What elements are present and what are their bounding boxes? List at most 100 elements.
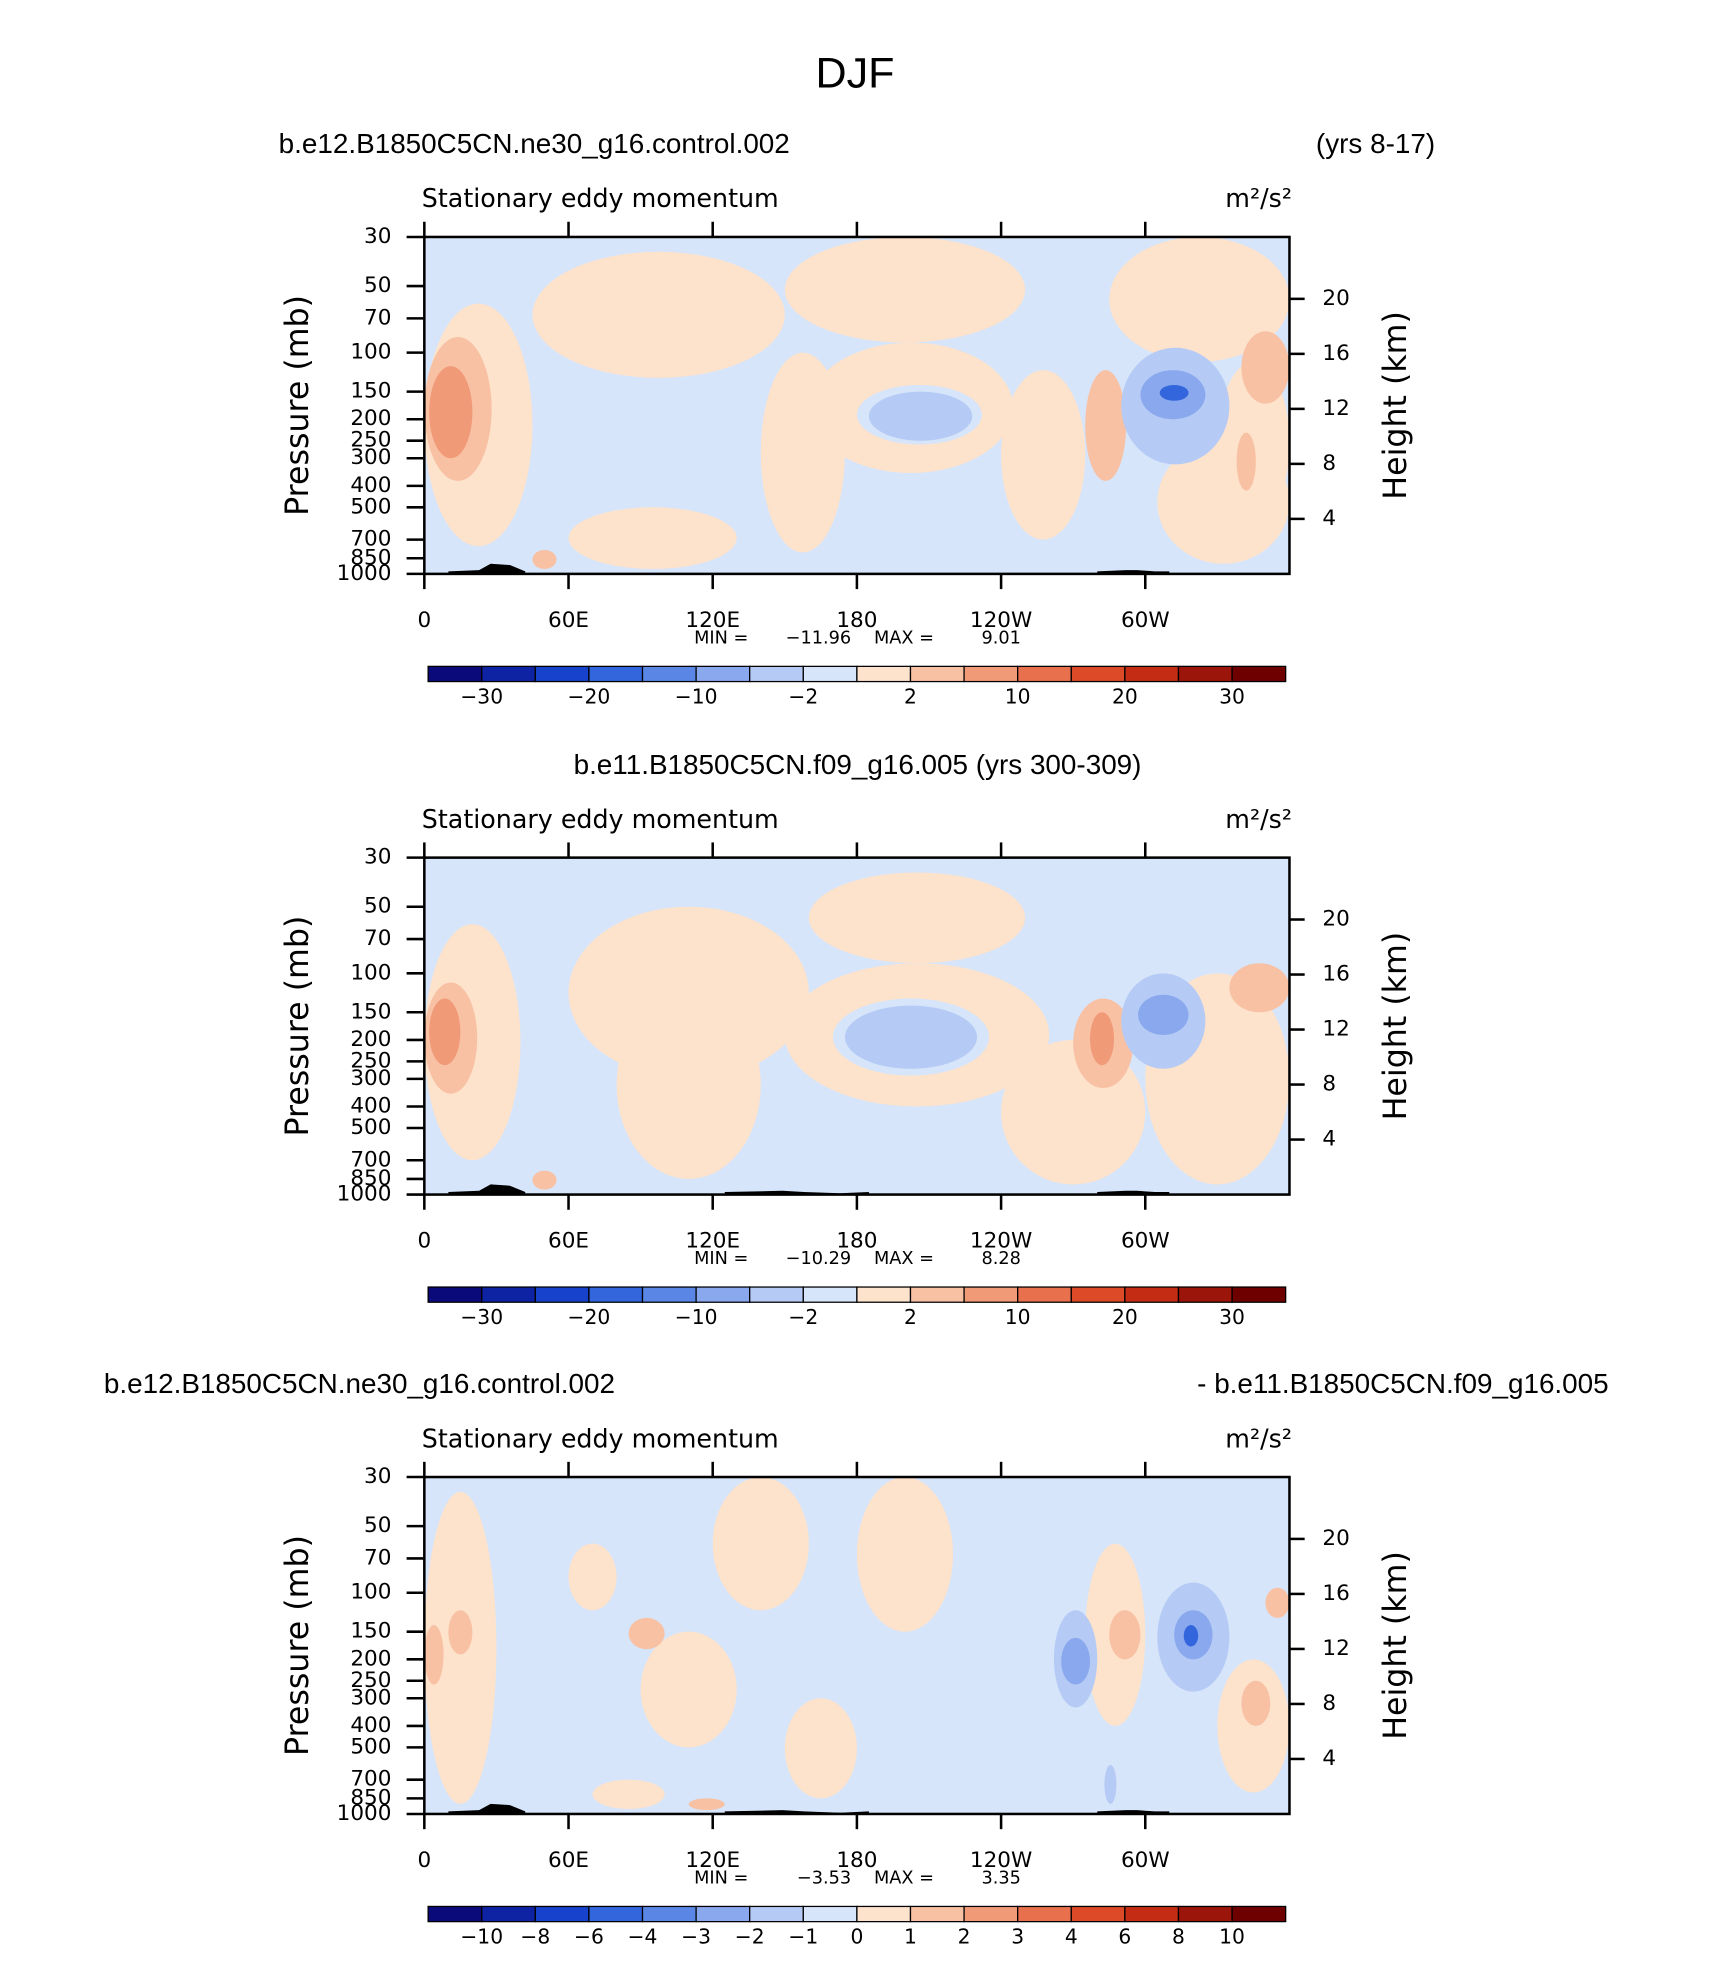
colorbar-label: 1	[904, 1925, 917, 1949]
y-tick-label: 400	[350, 473, 391, 498]
colorbar-box	[695, 1286, 751, 1303]
contour-region	[808, 872, 1026, 964]
colorbar-label: −30	[460, 685, 503, 709]
y-tick-label: 30	[364, 224, 391, 249]
contour-region	[844, 1005, 978, 1069]
topography	[448, 1803, 526, 1814]
y-tick-label: 50	[364, 273, 391, 298]
y-tick-label: 30	[364, 845, 391, 870]
colorbar-box	[1231, 1286, 1287, 1303]
x-tick-label: 120W	[970, 608, 1032, 633]
x-tick-label: 120W	[970, 1228, 1032, 1253]
contour-region	[429, 366, 473, 459]
contour-region	[1085, 370, 1127, 481]
contour-region	[592, 1779, 665, 1810]
y-tick-label: 1000	[337, 1801, 392, 1826]
colorbar-label: 30	[1219, 685, 1245, 709]
units: m²/s²	[1225, 1423, 1292, 1453]
units: m²/s²	[1225, 804, 1292, 834]
y-tick-label: 30	[364, 1464, 391, 1489]
colorbar-label: 6	[1118, 1925, 1131, 1949]
y2-tick-label: 20	[1322, 1526, 1349, 1551]
colorbar-box	[749, 665, 804, 683]
x-tick-label: 0	[417, 1848, 431, 1873]
colorbar-box	[1070, 665, 1126, 683]
colorbar-box	[641, 1286, 697, 1303]
colorbar-box	[963, 1286, 1019, 1303]
y-tick-label: 300	[350, 445, 391, 470]
colorbar-label: 3	[1011, 1925, 1024, 1949]
contour-region	[1217, 1659, 1290, 1793]
contour-region	[1109, 236, 1290, 362]
contour-region	[868, 391, 973, 441]
y-tick-label: 200	[350, 406, 391, 431]
y2-axis-label: Height (km)	[1378, 1551, 1414, 1740]
subtitle: Stationary eddy momentum	[422, 804, 779, 834]
panel-title: b.e11.B1850C5CN.f09_g16.005 (yrs 300-309…	[574, 749, 1142, 780]
contour-region	[532, 251, 785, 378]
colorbar-label: 10	[1005, 685, 1031, 709]
y-axis-label: Pressure (mb)	[280, 295, 316, 516]
max-label: MAX =	[874, 629, 934, 649]
x-tick-label: 120E	[685, 1228, 740, 1253]
contour-region	[640, 1631, 737, 1748]
y-tick-label: 200	[350, 1027, 391, 1052]
x-tick-label: 60E	[548, 1848, 589, 1873]
contour-region	[448, 1610, 473, 1655]
colorbar-box	[802, 665, 858, 683]
contour-region	[1236, 432, 1256, 491]
field-background	[424, 1477, 1290, 1814]
contour-region	[712, 1477, 809, 1611]
colorbar-label: −10	[675, 1305, 718, 1329]
colorbar-box	[588, 1286, 644, 1303]
colorbar-label: −10	[675, 685, 718, 709]
y2-axis-label: Height (km)	[1378, 932, 1414, 1121]
contour-region	[568, 507, 737, 569]
contour-region	[1265, 1587, 1290, 1618]
min-label: MIN =	[694, 629, 748, 649]
max-value: 9.01	[981, 629, 1020, 649]
contour-field	[424, 857, 1290, 1195]
y-tick-label: 50	[364, 1513, 391, 1538]
colorbar-box	[1124, 1905, 1180, 1923]
max-label: MAX =	[874, 1249, 934, 1269]
colorbar-box	[534, 1286, 590, 1303]
colorbar-box	[588, 1905, 644, 1923]
y2-tick-label: 4	[1322, 1127, 1336, 1152]
min-label: MIN =	[694, 1249, 748, 1269]
y2-tick-label: 12	[1322, 1017, 1349, 1042]
colorbar-label: 10	[1005, 1305, 1031, 1329]
contour-region	[1229, 963, 1290, 1013]
colorbar-box	[1124, 1286, 1180, 1303]
colorbar-box	[1231, 1905, 1287, 1923]
y-axis-label: Pressure (mb)	[280, 916, 316, 1137]
colorbar-box	[1017, 1905, 1072, 1923]
colorbar-box	[1177, 1286, 1233, 1303]
y-tick-label: 850	[350, 545, 391, 570]
subtitle: Stationary eddy momentum	[422, 1423, 779, 1453]
colorbar-label: −6	[574, 1925, 604, 1949]
max-label: MAX =	[874, 1869, 934, 1889]
y-tick-label: 100	[350, 1580, 391, 1605]
contour-region	[856, 1477, 954, 1632]
y-tick-label: 150	[350, 1619, 391, 1644]
x-tick-label: 120E	[685, 608, 740, 633]
x-tick-label: 180	[836, 608, 877, 633]
colorbar-box	[534, 665, 590, 683]
x-tick-label: 180	[836, 1848, 877, 1873]
colorbar-label: 4	[1065, 1925, 1078, 1949]
colorbar-box	[641, 1905, 697, 1923]
colorbar-box	[909, 1286, 965, 1303]
contour-region	[616, 990, 761, 1179]
y2-tick-label: 16	[1322, 962, 1349, 987]
min-value: −10.29	[786, 1249, 852, 1269]
y2-tick-label: 20	[1322, 907, 1349, 932]
contour-region	[1061, 1637, 1091, 1685]
y-tick-label: 150	[350, 379, 391, 404]
contour-region	[1104, 1764, 1117, 1804]
colorbar-box	[1124, 665, 1180, 683]
y-tick-label: 700	[350, 1767, 391, 1792]
contour-field	[424, 236, 1290, 574]
units: m²/s²	[1225, 183, 1292, 213]
